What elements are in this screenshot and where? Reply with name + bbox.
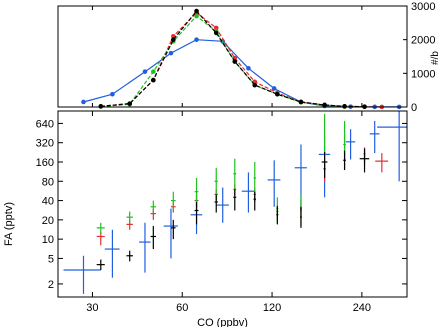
top-series-line	[101, 11, 365, 107]
bottom-errorbar-point	[97, 260, 105, 270]
top-series-layer	[81, 9, 401, 109]
bottom-errorbar-point	[105, 230, 120, 278]
bottom-errorbar-point	[370, 121, 380, 153]
bottom-errorbar-point	[97, 223, 105, 234]
bottom-errorbar-point	[233, 189, 236, 210]
top-series-point	[194, 9, 199, 14]
top-y-tick-label: 1000	[411, 68, 435, 80]
bottom-errorbar-point	[343, 151, 345, 170]
top-panel-frame	[58, 6, 407, 107]
top-series-point	[246, 66, 251, 71]
bottom-x-tick-label: 240	[353, 302, 371, 314]
bottom-y-tick-label: 640	[36, 118, 54, 130]
bottom-errorbar-point	[126, 251, 132, 262]
top-series-point	[194, 14, 199, 19]
top-series-point	[98, 104, 103, 109]
top-series-point	[127, 101, 132, 106]
bottom-errorbar-point	[151, 201, 156, 214]
bottom-y-tick-label: 10	[42, 234, 54, 246]
bottom-errorbar-point	[375, 153, 388, 172]
bottom-y-tick-label: 40	[42, 196, 54, 208]
bottom-errorbar-point	[268, 160, 281, 206]
top-y-tick-label: 0	[411, 102, 417, 114]
top-series-point	[110, 92, 115, 97]
bottom-errorbar-point	[171, 192, 176, 211]
top-series-line	[84, 40, 400, 107]
bottom-errorbar-point	[171, 220, 176, 239]
bottom-errorbar-point	[346, 129, 355, 159]
top-series-point	[342, 104, 347, 109]
top-axes: 0 1000 2000 3000	[92, 1, 435, 114]
bottom-panel-frame	[58, 111, 407, 297]
bottom-errorbar-point	[164, 209, 178, 259]
bottom-y-tick-label: 160	[36, 157, 54, 169]
top-series-point	[151, 69, 156, 74]
bottom-x-tick-label: 30	[86, 302, 98, 314]
bottom-y-tick-label: 5	[48, 253, 54, 265]
bottom-errorbar-point	[126, 212, 132, 223]
top-series-point	[232, 59, 237, 64]
top-series-line	[101, 13, 382, 107]
bottom-errorbar-point	[195, 202, 199, 224]
top-y-tick-label: 3000	[411, 1, 435, 13]
bottom-errorbar-point	[215, 194, 218, 212]
top-series-point	[143, 69, 148, 74]
bottom-errorbar-point	[360, 148, 370, 172]
bottom-errorbar-point	[64, 256, 101, 294]
bottom-x-tick-label: 60	[176, 302, 188, 314]
bottom-y-tick-label: 2	[48, 279, 54, 291]
y-axis-title: FA (pptv)	[3, 202, 15, 246]
top-series-point	[299, 100, 304, 105]
bottom-y-tick-label: 320	[36, 138, 54, 150]
top-series-point	[81, 100, 86, 105]
top-series-point	[275, 92, 280, 97]
top-series-point	[169, 51, 174, 56]
top-series-point	[214, 31, 219, 36]
bottom-errorbar-point	[233, 159, 236, 192]
top-y-tick-label: 2000	[411, 35, 435, 47]
top-series-point	[171, 37, 176, 42]
bottom-x-tick-label: 120	[263, 302, 281, 314]
bottom-errorbar-point	[151, 226, 156, 249]
bottom-errorbar-point	[322, 152, 328, 178]
bottom-errorbar-point	[216, 187, 229, 222]
bottom-errorbar-point	[139, 223, 151, 273]
bottom-y-tick-label: 80	[42, 176, 54, 188]
top-series-point	[252, 83, 257, 88]
top-series-point	[194, 37, 199, 42]
top-panel: 0 1000 2000 3000 #/b	[58, 1, 441, 114]
bottom-series-layer	[64, 111, 407, 294]
x-axis-title: CO (ppbv)	[197, 317, 248, 327]
top-right-ylabel-fragment: #/b	[430, 51, 441, 65]
top-series-point	[151, 78, 156, 83]
bottom-y-tick-label: 20	[42, 215, 54, 227]
bottom-errorbar-point	[242, 172, 255, 212]
